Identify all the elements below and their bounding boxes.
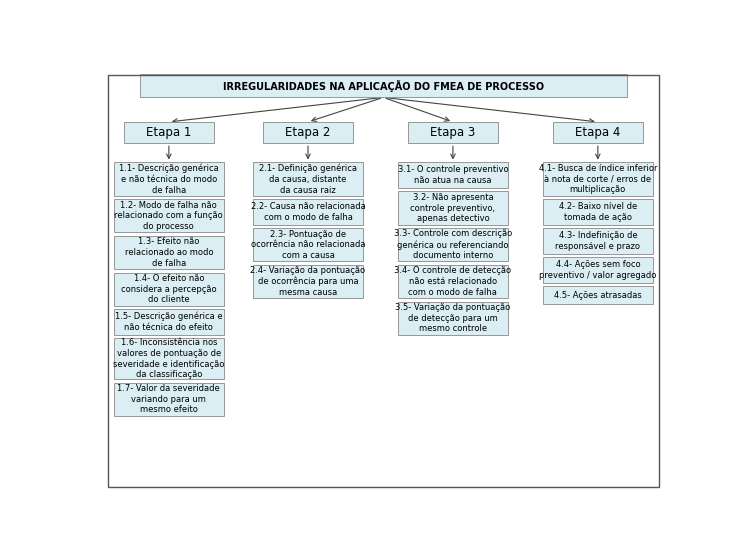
FancyBboxPatch shape — [398, 228, 508, 261]
FancyBboxPatch shape — [398, 192, 508, 225]
Text: 2.2- Causa não relacionada
com o modo de falha: 2.2- Causa não relacionada com o modo de… — [251, 202, 365, 222]
FancyBboxPatch shape — [398, 265, 508, 298]
Text: 1.5- Descrição genérica e
não técnica do efeito: 1.5- Descrição genérica e não técnica do… — [115, 312, 223, 332]
Text: 3.1- O controle preventivo
não atua na causa: 3.1- O controle preventivo não atua na c… — [398, 166, 508, 185]
FancyBboxPatch shape — [114, 338, 224, 379]
Text: Etapa 2: Etapa 2 — [285, 126, 331, 139]
FancyBboxPatch shape — [140, 74, 627, 98]
Text: IRREGULARIDADES NA APLICAÇÃO DO FMEA DE PROCESSO: IRREGULARIDADES NA APLICAÇÃO DO FMEA DE … — [223, 80, 544, 92]
FancyBboxPatch shape — [398, 301, 508, 335]
FancyBboxPatch shape — [543, 257, 653, 283]
Text: 3.2- Não apresenta
controle preventivo,
apenas detectivo: 3.2- Não apresenta controle preventivo, … — [411, 193, 495, 223]
Text: 3.3- Controle com descrição
genérica ou referenciando
documento interno: 3.3- Controle com descrição genérica ou … — [393, 229, 512, 260]
Text: 4.3- Indefinição de
responsável e prazo: 4.3- Indefinição de responsável e prazo — [555, 231, 640, 251]
FancyBboxPatch shape — [114, 162, 224, 196]
FancyBboxPatch shape — [543, 162, 653, 196]
FancyBboxPatch shape — [253, 228, 363, 261]
Text: Etapa 1: Etapa 1 — [146, 126, 191, 139]
Text: Etapa 4: Etapa 4 — [575, 126, 621, 139]
FancyBboxPatch shape — [114, 309, 224, 335]
FancyBboxPatch shape — [253, 265, 363, 298]
Text: 1.4- O efeito não
considera a percepção
do cliente: 1.4- O efeito não considera a percepção … — [121, 274, 217, 304]
Text: 1.2- Modo de falha não
relacionado com a função
do processo: 1.2- Modo de falha não relacionado com a… — [114, 201, 223, 231]
Text: 1.6- Inconsistência nos
valores de pontuação de
severidade e identificação
da cl: 1.6- Inconsistência nos valores de pontu… — [113, 338, 224, 379]
FancyBboxPatch shape — [398, 162, 508, 188]
Text: Etapa 3: Etapa 3 — [430, 126, 476, 139]
FancyBboxPatch shape — [253, 199, 363, 225]
FancyBboxPatch shape — [543, 286, 653, 304]
FancyBboxPatch shape — [114, 383, 224, 416]
FancyBboxPatch shape — [543, 199, 653, 225]
FancyBboxPatch shape — [114, 236, 224, 269]
FancyBboxPatch shape — [114, 199, 224, 233]
FancyBboxPatch shape — [124, 122, 214, 143]
FancyBboxPatch shape — [114, 273, 224, 306]
FancyBboxPatch shape — [543, 228, 653, 254]
FancyBboxPatch shape — [253, 162, 363, 196]
Text: 4.4- Ações sem foco
preventivo / valor agregado: 4.4- Ações sem foco preventivo / valor a… — [539, 260, 657, 280]
Text: 4.1- Busca de índice inferior
à nota de corte / erros de
multiplicação: 4.1- Busca de índice inferior à nota de … — [539, 164, 657, 194]
Text: 1.1- Descrição genérica
e não técnica do modo
de falha: 1.1- Descrição genérica e não técnica do… — [119, 163, 218, 194]
Text: 2.4- Variação da pontuação
de ocorrência para uma
mesma causa: 2.4- Variação da pontuação de ocorrência… — [251, 266, 366, 297]
Text: 1.7- Valor da severidade
variando para um
mesmo efeito: 1.7- Valor da severidade variando para u… — [117, 384, 220, 414]
Text: 3.5- Variação da pontuação
de detecção para um
mesmo controle: 3.5- Variação da pontuação de detecção p… — [395, 303, 511, 334]
FancyBboxPatch shape — [263, 122, 353, 143]
Text: 2.1- Definição genérica
da causa, distante
da causa raiz: 2.1- Definição genérica da causa, distan… — [259, 163, 357, 194]
Text: 4.2- Baixo nível de
tomada de ação: 4.2- Baixo nível de tomada de ação — [559, 202, 637, 222]
Text: 3.4- O controle de detecção
não está relacionado
com o modo de falha: 3.4- O controle de detecção não está rel… — [394, 266, 512, 297]
Text: 4.5- Ações atrasadas: 4.5- Ações atrasadas — [554, 291, 642, 300]
FancyBboxPatch shape — [408, 122, 498, 143]
FancyBboxPatch shape — [553, 122, 643, 143]
Text: 2.3- Pontuação de
ocorrência não relacionada
com a causa: 2.3- Pontuação de ocorrência não relacio… — [251, 229, 365, 260]
Text: 1.3- Efeito não
relacionado ao modo
de falha: 1.3- Efeito não relacionado ao modo de f… — [125, 237, 213, 268]
